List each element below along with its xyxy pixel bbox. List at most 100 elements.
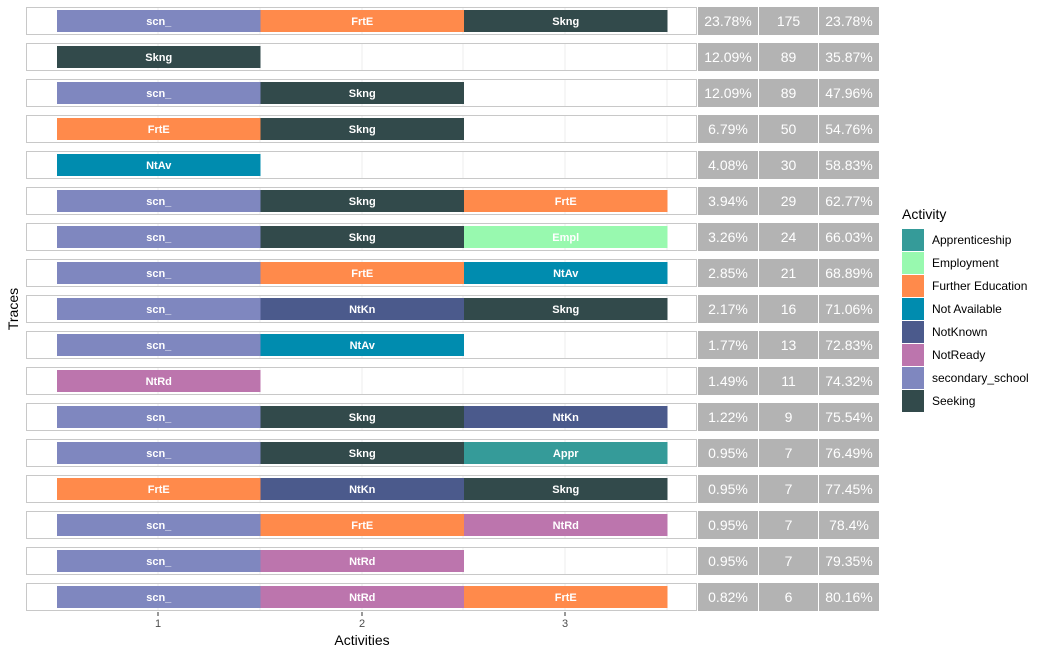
activity-segment [260,442,464,464]
stat-absolute-frequency: 6 [785,589,793,605]
stat-cumulative: 76.49% [825,445,872,461]
activity-segment-label: scn_ [146,556,172,568]
trace-row: scn_ NtKn Skng 2.17% 16 71.06% [26,295,879,323]
stat-cumulative: 62.77% [825,193,872,209]
stat-cumulative: 23.78% [825,13,872,29]
legend-entry-label: Apprenticeship [932,233,1012,247]
activity-segment-label: Skng [552,484,579,496]
trace-row: scn_ NtAv 1.77% 13 72.83% [26,331,879,359]
stat-absolute-frequency: 89 [781,49,797,65]
stat-cell [698,223,758,251]
stat-cumulative: 47.96% [825,85,872,101]
activity-segment-label: NtRd [349,592,375,604]
activity-segment-label: scn_ [146,304,172,316]
stat-cell [759,475,818,503]
activity-segment [464,514,668,536]
stat-relative-frequency: 3.26% [708,229,748,245]
activity-segment [57,550,261,572]
activity-segment [260,406,464,428]
legend-entry-label: Employment [932,256,999,270]
activity-segment-label: Appr [553,448,579,460]
stat-cell [819,43,879,71]
x-axis: 1 2 3 [155,612,568,630]
legend-swatch [902,321,924,343]
x-tick-label: 1 [155,618,161,630]
stat-cumulative: 66.03% [825,229,872,245]
activity-segment-label: Empl [552,232,579,244]
stat-relative-frequency: 3.94% [708,193,748,209]
stat-cell [759,7,818,35]
stat-cell [698,403,758,431]
activity-segment [464,10,668,32]
activity-segment [57,370,261,392]
activity-segment [260,298,464,320]
trace-row: scn_ NtRd FrtE 0.82% 6 80.16% [26,583,879,611]
activity-segment-label: Skng [552,304,579,316]
stat-cell [819,151,879,179]
stat-cell [759,367,818,395]
legend-entry-label: Further Education [932,279,1027,293]
activity-segment [260,514,464,536]
stat-cell [819,367,879,395]
stat-cell [698,79,758,107]
activity-segment-label: scn_ [146,232,172,244]
stat-absolute-frequency: 24 [781,229,797,245]
stat-cell [819,403,879,431]
activity-segment-label: FrtE [351,520,373,532]
stat-relative-frequency: 0.95% [708,481,748,497]
activity-segment [57,478,261,500]
stat-cell [819,187,879,215]
activity-segment-label: scn_ [146,268,172,280]
activity-segment [260,262,464,284]
stat-absolute-frequency: 175 [777,13,801,29]
legend-swatch [902,275,924,297]
stat-cell [759,331,818,359]
stat-absolute-frequency: 13 [781,337,797,353]
activity-segment [57,514,261,536]
activity-segment [57,442,261,464]
trace-row: scn_ FrtE NtAv 2.85% 21 68.89% [26,259,879,287]
activity-segment [57,586,261,608]
stat-cell [759,151,818,179]
stat-cell [698,583,758,611]
activity-segment [57,298,261,320]
activity-segment-label: FrtE [148,484,170,496]
legend-swatch [902,298,924,320]
activity-segment-label: scn_ [146,412,172,424]
legend-swatch [902,229,924,251]
stat-cumulative: 77.45% [825,481,872,497]
stat-cumulative: 68.89% [825,265,872,281]
activity-segment [57,10,261,32]
stat-absolute-frequency: 21 [781,265,797,281]
stat-cumulative: 58.83% [825,157,872,173]
activity-segment [57,82,261,104]
activity-segment [260,334,464,356]
stat-cell [819,79,879,107]
activity-segment-label: Skng [349,232,376,244]
activity-segment [260,478,464,500]
x-tick-label: 2 [359,618,365,630]
activity-segment-label: scn_ [146,520,172,532]
stat-cell [759,547,818,575]
legend-entry-label: NotReady [932,348,985,362]
activity-segment-label: NtRd [146,376,172,388]
stat-cell [819,511,879,539]
stat-cell [698,43,758,71]
stat-cell [698,439,758,467]
activity-segment-label: FrtE [351,268,373,280]
stat-cell [698,187,758,215]
stat-cumulative: 78.4% [829,517,869,533]
stat-cell [759,583,818,611]
activity-segment [57,118,261,140]
stat-relative-frequency: 12.09% [704,85,751,101]
stat-cell [819,547,879,575]
stat-cell [759,439,818,467]
stat-cell [759,115,818,143]
activity-segment-label: FrtE [351,16,373,28]
activity-segment-label: Skng [349,412,376,424]
legend-entry-label: Not Available [932,302,1002,316]
activity-segment-label: FrtE [555,592,577,604]
activity-segment [260,550,464,572]
activity-segment [57,190,261,212]
legend-title: Activity [902,206,946,222]
